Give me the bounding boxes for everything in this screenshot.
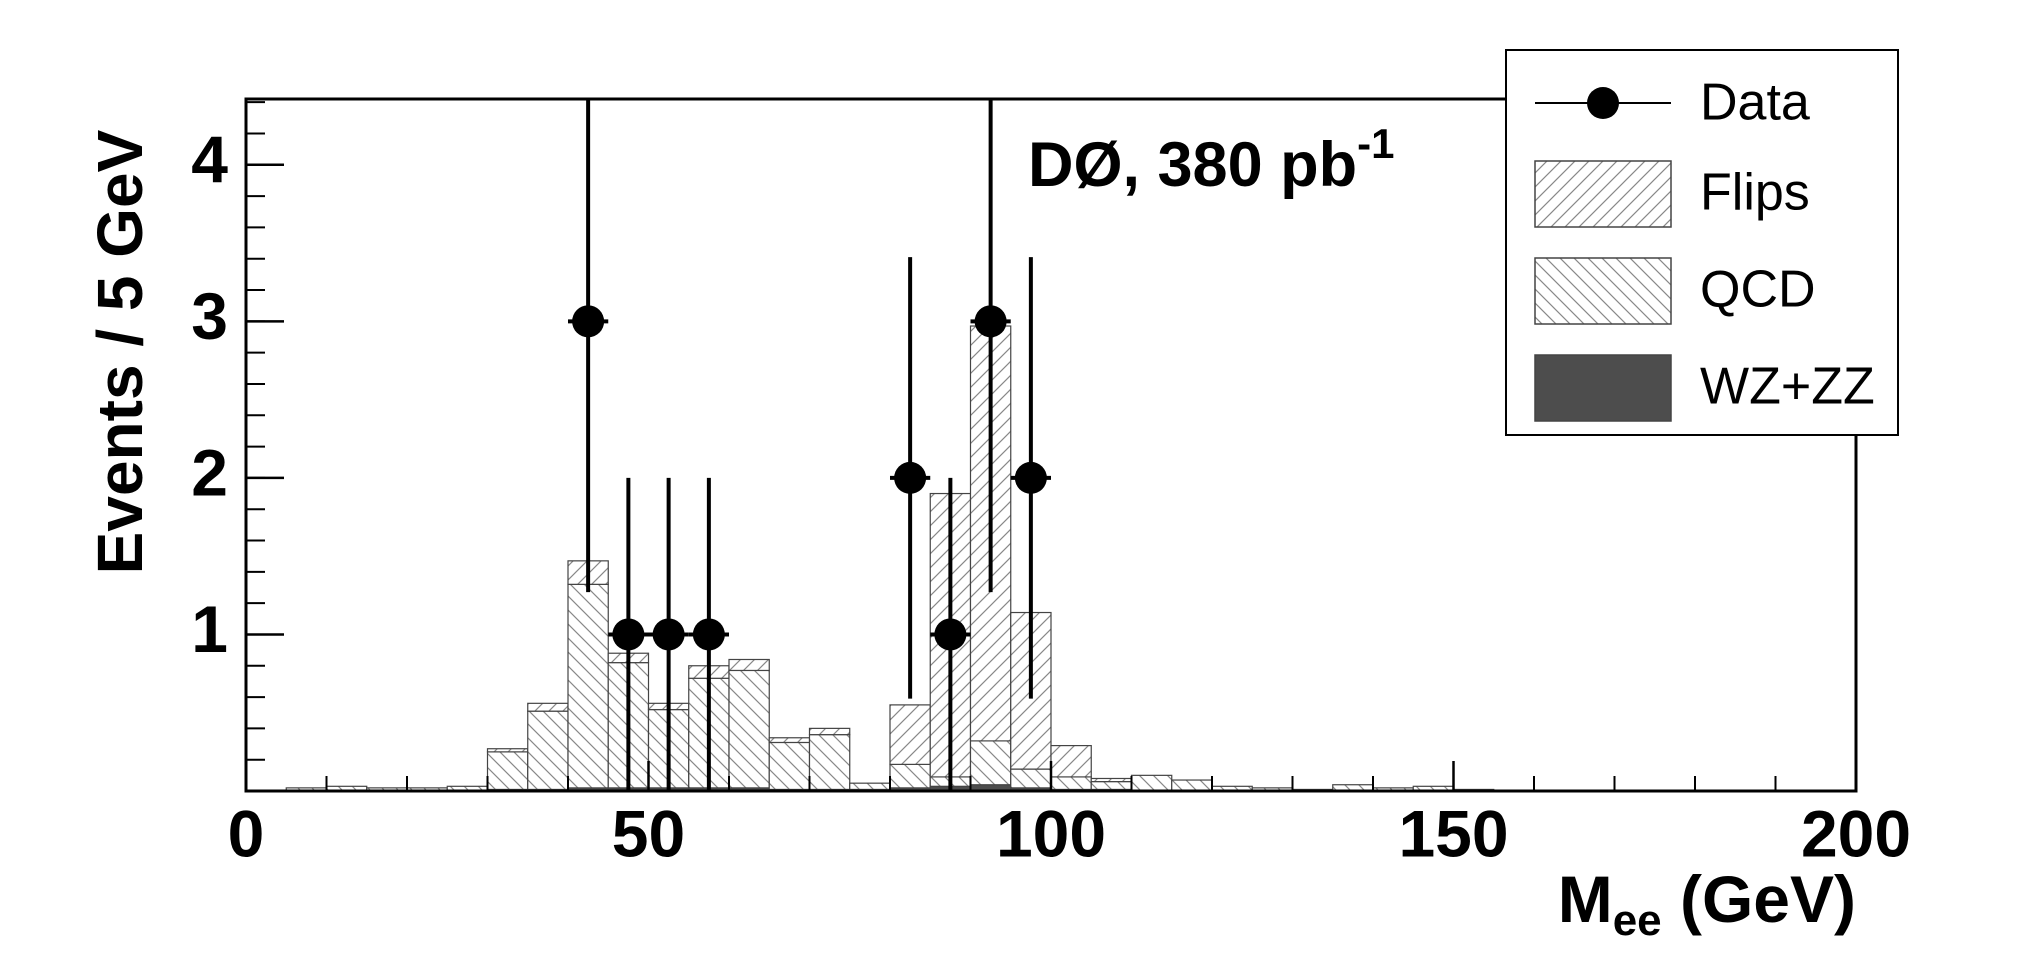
axes: 0 50 100 150 200 1 2 3 4 [191,97,1911,870]
x-tick-label: 100 [996,796,1106,870]
y-tick-label: 3 [191,279,228,353]
hist-bar [889,704,931,765]
y-tick-label: 1 [191,592,228,666]
x-tick-label: 50 [612,796,685,870]
x-label-rest: (GeV) [1662,862,1856,936]
hist-bar [486,751,529,791]
annotation-superscript: -1 [1357,120,1394,167]
y-tick-label: 2 [191,435,228,509]
x-label-sub: ee [1613,896,1662,945]
data-point [1014,461,1047,494]
hist-bar [969,740,1012,786]
legend-label: Flips [1700,164,1810,222]
data-point [572,305,605,338]
data-point [974,305,1007,338]
hist-bar [768,741,811,791]
legend-swatch [1534,160,1672,228]
x-tick-label: 0 [228,796,265,870]
hist-bar [1171,779,1213,792]
legend-label: Data [1700,74,1810,132]
y-axis-label: Events / 5 GeV [84,129,156,574]
legend: Data Flips QCD WZ+ZZ [1505,49,1899,436]
data-point [934,618,967,651]
hist-bar [1090,781,1133,791]
hist-bar [1130,774,1173,792]
hist-bar [486,748,529,753]
data-point [692,618,725,651]
hist-bar [1050,744,1092,778]
x-label-main: M [1558,862,1613,936]
data-point [652,618,685,651]
legend-label: WZ+ZZ [1700,358,1875,416]
hist-bar [728,669,770,789]
hist-bar [527,710,569,791]
legend-label: QCD [1700,261,1816,319]
hist-bar [728,658,770,672]
data-point [894,461,927,494]
legend-swatch [1534,354,1672,422]
hist-bar [1090,777,1133,783]
hist-bar [889,763,931,789]
y-tick-label: 4 [191,122,228,196]
annotation: DØ, 380 pb-1 [1028,120,1394,200]
legend-data-marker [1587,87,1619,119]
data-point [612,618,645,651]
hist-bar [1010,768,1052,789]
hist-bar [527,702,569,712]
x-tick-label: 150 [1398,796,1508,870]
data-points [568,99,1051,791]
hist-bar [768,737,811,744]
legend-swatch [1534,257,1672,325]
hist-bar [808,727,851,736]
hist-bar [1050,776,1092,791]
hist-bar [849,782,891,791]
x-axis-label: Mee (GeV) [1558,862,1856,944]
x-tick-label: 200 [1801,796,1911,870]
histogram [285,325,1495,792]
annotation-text: DØ, 380 pb [1028,130,1357,200]
hist-bar [567,583,609,789]
hist-bar [808,734,851,791]
